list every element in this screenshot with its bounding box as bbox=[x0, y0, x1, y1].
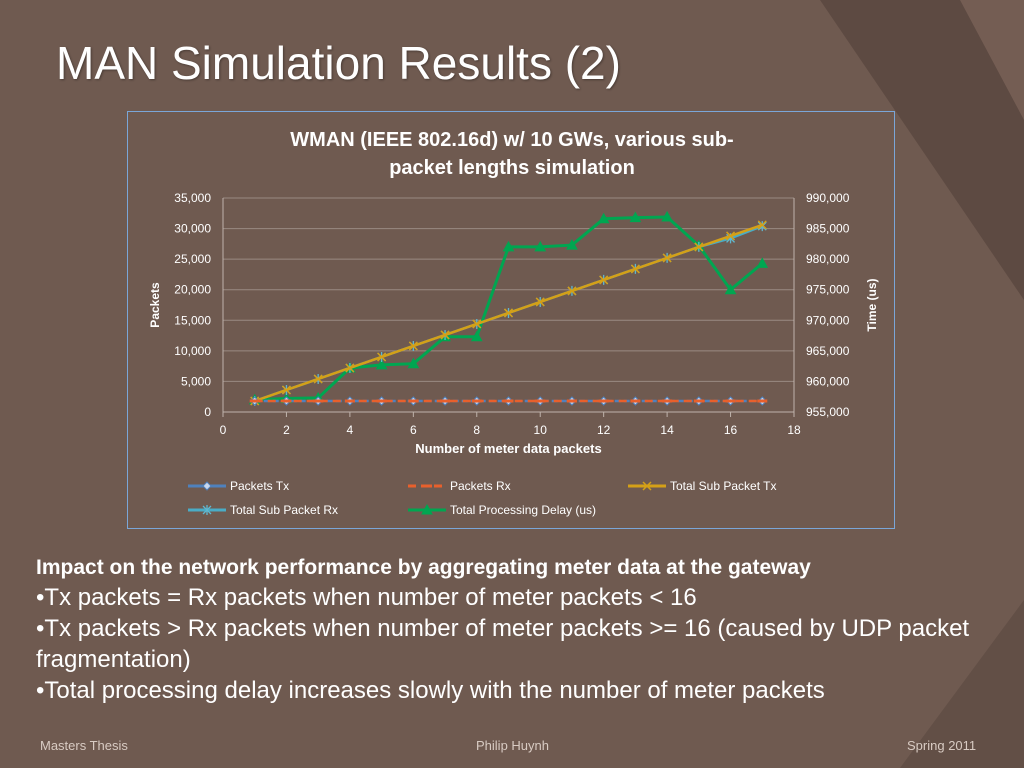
data-point bbox=[470, 330, 483, 342]
data-point bbox=[535, 297, 545, 307]
bullet-2: •Tx packets > Rx packets when number of … bbox=[36, 615, 970, 673]
x-tick-label: 16 bbox=[724, 423, 738, 437]
y-tick-label: 5,000 bbox=[181, 374, 211, 388]
axis-layer: 0 955,000 5,000 960,000 10,000 965,000 15,000 9… bbox=[148, 191, 879, 456]
data-point bbox=[756, 257, 769, 268]
legend-entry: Packets Rx bbox=[408, 479, 511, 493]
y2-tick-label: 975,000 bbox=[806, 283, 850, 297]
legend-entry: Total Processing Delay (us) bbox=[408, 503, 596, 517]
grid-layer bbox=[223, 197, 794, 413]
bullet-3: •Total processing delay increases slowly… bbox=[36, 677, 825, 704]
x-tick-label: 4 bbox=[347, 423, 354, 437]
y-tick-label: 15,000 bbox=[174, 313, 211, 327]
legend-label: Packets Rx bbox=[450, 479, 511, 493]
data-point bbox=[726, 231, 736, 241]
legend-entry: Total Sub Packet Tx bbox=[628, 479, 777, 493]
impact-heading: Impact on the network performance by agg… bbox=[36, 556, 811, 579]
data-point bbox=[502, 240, 515, 252]
data-point bbox=[662, 253, 672, 263]
x-tick-label: 14 bbox=[660, 423, 674, 437]
y-tick-label: 25,000 bbox=[174, 252, 211, 266]
chart-title-line-2: packet lengths simulation bbox=[389, 157, 635, 179]
footer-right: Spring 2011 bbox=[907, 738, 977, 753]
y-tick-label: 0 bbox=[204, 405, 211, 419]
data-point bbox=[345, 363, 355, 373]
y2-tick-label: 965,000 bbox=[806, 344, 850, 358]
data-point bbox=[566, 239, 578, 250]
data-point bbox=[661, 210, 673, 222]
x-tick-label: 0 bbox=[220, 423, 227, 437]
data-point bbox=[597, 212, 610, 224]
data-point bbox=[472, 319, 482, 329]
y2-tick-label: 970,000 bbox=[806, 313, 850, 327]
data-point bbox=[503, 308, 514, 318]
data-point bbox=[642, 481, 652, 491]
data-point bbox=[757, 220, 767, 230]
footer-left: Masters Thesis bbox=[40, 738, 128, 753]
data-point bbox=[599, 275, 609, 285]
x-tick-label: 2 bbox=[283, 423, 290, 437]
x-tick-label: 12 bbox=[597, 423, 611, 437]
slide-body: Impact on the network performance by agg… bbox=[36, 556, 1006, 706]
y2-tick-label: 955,000 bbox=[806, 405, 850, 419]
data-point bbox=[202, 505, 212, 515]
footer-center: Philip Huynh bbox=[476, 738, 549, 753]
chart-title: WMAN (IEEE 802.16d) w/ 10 GWs, various s… bbox=[128, 126, 896, 182]
y-axis-title: Packets bbox=[148, 282, 162, 328]
data-point bbox=[534, 240, 547, 252]
background-corner-shape bbox=[960, 0, 1024, 120]
data-point bbox=[375, 358, 388, 370]
chart-plot: 0 955,000 5,000 960,000 10,000 965,000 15,000 9… bbox=[148, 191, 879, 517]
y2-tick-label: 960,000 bbox=[806, 374, 850, 388]
series-total-sub-packet-tx bbox=[250, 220, 767, 406]
data-point bbox=[313, 374, 323, 384]
data-point bbox=[281, 385, 291, 395]
data-point bbox=[377, 352, 387, 362]
data-point bbox=[567, 286, 577, 296]
x-tick-label: 6 bbox=[410, 423, 417, 437]
background-corner-shape bbox=[820, 0, 1024, 300]
y2-tick-label: 990,000 bbox=[806, 191, 850, 205]
y-tick-label: 30,000 bbox=[174, 222, 211, 236]
legend-layer: Packets Tx Packets Rx Total Sub Packet Tx T… bbox=[188, 479, 777, 517]
x-tick-label: 10 bbox=[534, 423, 548, 437]
slide-title: MAN Simulation Results (2) bbox=[56, 37, 621, 89]
data-point bbox=[202, 481, 212, 491]
data-point bbox=[694, 242, 704, 252]
legend-entry: Total Sub Packet Rx bbox=[188, 503, 338, 517]
legend-label: Total Sub Packet Rx bbox=[230, 503, 338, 517]
legend-label: Packets Tx bbox=[230, 479, 289, 493]
y-tick-label: 10,000 bbox=[174, 344, 211, 358]
legend-entry: Packets Tx bbox=[188, 479, 289, 493]
data-point bbox=[629, 211, 642, 223]
data-point bbox=[407, 357, 420, 369]
data-point bbox=[421, 503, 433, 515]
data-point bbox=[408, 341, 418, 351]
data-point bbox=[440, 330, 450, 340]
y2-tick-label: 980,000 bbox=[806, 252, 850, 266]
data-point bbox=[724, 283, 737, 295]
y-tick-label: 20,000 bbox=[174, 283, 211, 297]
x-axis-title: Number of meter data packets bbox=[415, 441, 601, 456]
chart-container: WMAN (IEEE 802.16d) w/ 10 GWs, various s… bbox=[127, 111, 895, 529]
y2-tick-label: 985,000 bbox=[806, 222, 850, 236]
y-tick-label: 35,000 bbox=[174, 191, 211, 205]
background-corner-shape bbox=[900, 600, 1024, 768]
chart-title-line-1: WMAN (IEEE 802.16d) w/ 10 GWs, various s… bbox=[290, 129, 734, 151]
legend-label: Total Processing Delay (us) bbox=[450, 503, 596, 517]
x-tick-label: 18 bbox=[787, 423, 801, 437]
data-point bbox=[630, 264, 640, 274]
x-tick-label: 8 bbox=[473, 423, 480, 437]
legend-label: Total Sub Packet Tx bbox=[670, 479, 777, 493]
bullet-1: •Tx packets = Rx packets when number of … bbox=[36, 584, 697, 611]
series-layer bbox=[248, 210, 769, 406]
y2-axis-title: Time (us) bbox=[865, 278, 879, 331]
